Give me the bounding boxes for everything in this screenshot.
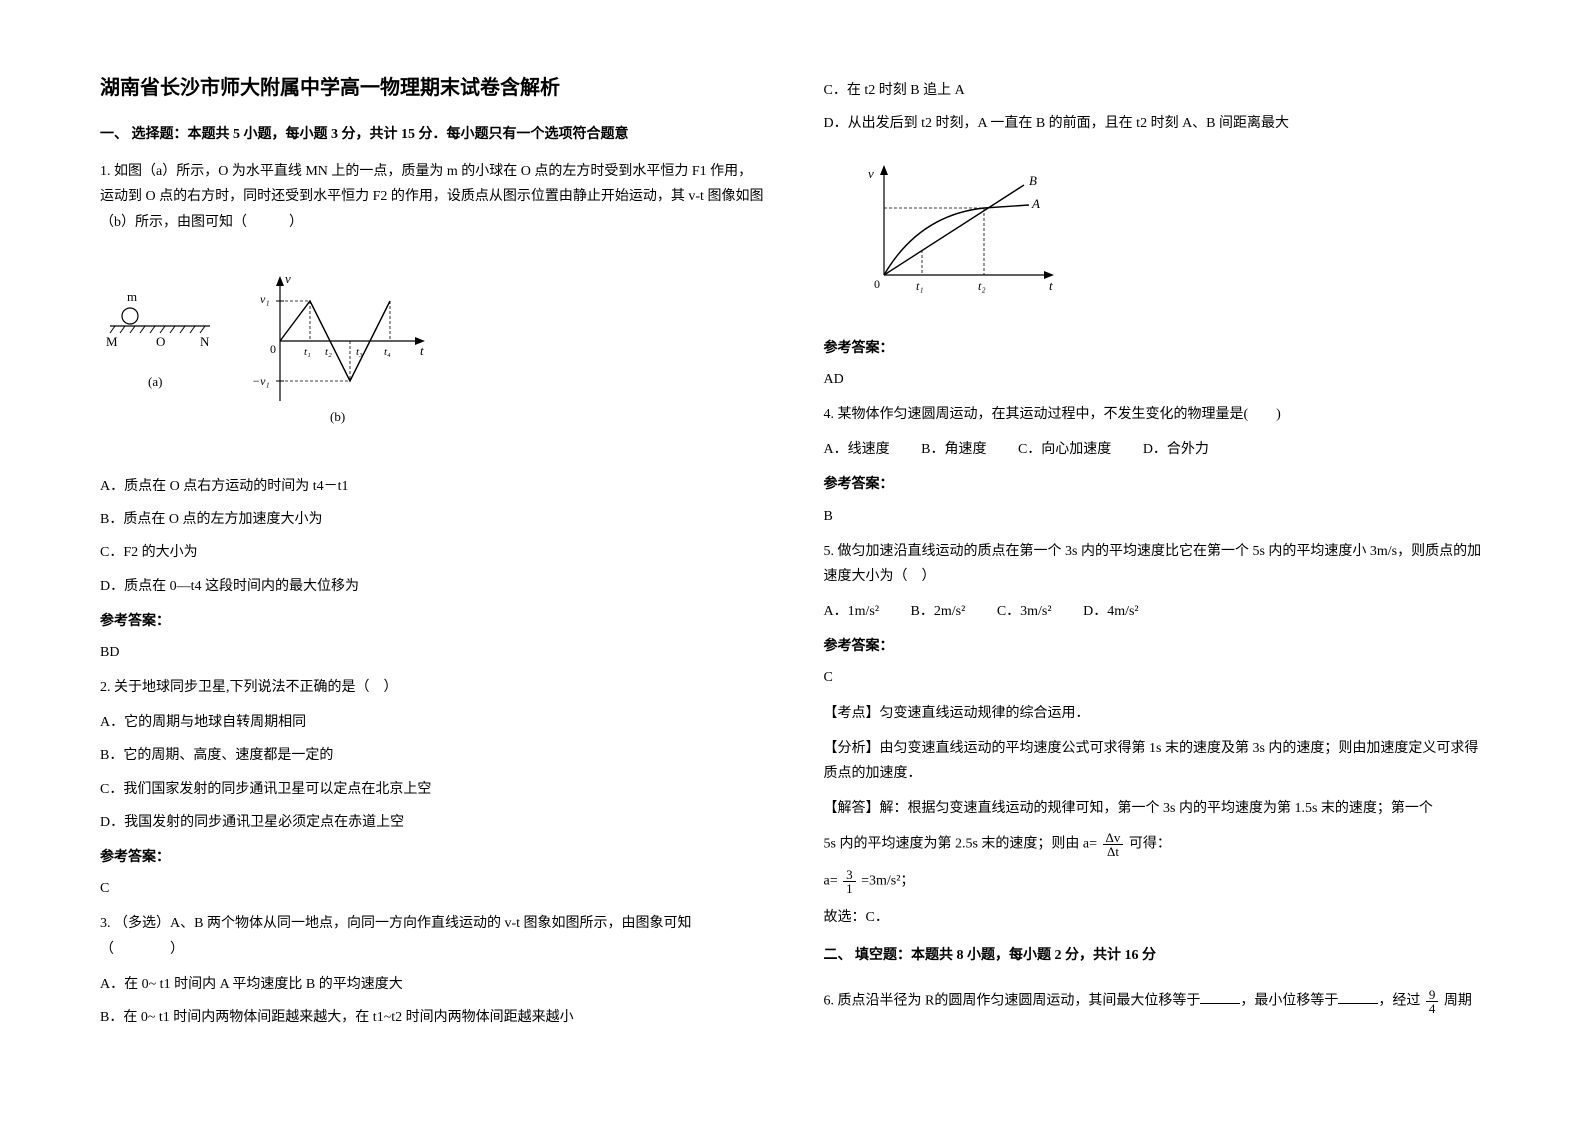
q1-figure: m M O N (a) v t 0 v₁ −v₁: [100, 261, 440, 450]
q6-stem-d: 周期: [1444, 993, 1472, 1008]
q5-stem: 5. 做匀加速沿直线运动的质点在第一个 3s 内的平均速度比它在第一个 5s 内…: [824, 539, 1488, 589]
q4-stem: 4. 某物体作匀速圆周运动，在其运动过程中，不发生变化的物理量是( ): [824, 402, 1488, 427]
q6-stem: 6. 质点沿半径为 R的圆周作匀速圆周运动，其间最大位移等于 ，最小位移等于 ，经过…: [824, 988, 1488, 1015]
q5-point: 【考点】匀变速直线运动规律的综合运用．: [824, 701, 1488, 726]
fig2-B-label: B: [1029, 173, 1037, 188]
q5-optC: C．3m/s²: [997, 604, 1052, 619]
q2-answer: C: [100, 876, 764, 901]
frac-dv-dt: ΔvΔt: [1103, 831, 1124, 858]
q5-solve3a: a=: [824, 874, 842, 889]
q3-figure: v t 0 B A t₁ t₂: [854, 160, 1064, 309]
q5-options: A．1m/s² B．2m/s² C．3m/s² D．4m/s²: [824, 599, 1488, 624]
q5-solve1: 【解答】解：根据匀变速直线运动的规律可知，第一个 3s 内的平均速度为第 1.5…: [824, 796, 1488, 821]
left-column: 湖南省长沙市师大附属中学高一物理期末试卷含解析 一、 选择题：本题共 5 小题，…: [100, 70, 764, 1052]
q1-answer-label: 参考答案：: [100, 609, 764, 634]
q3-optC: C．在 t2 时刻 B 追上 A: [824, 78, 1488, 103]
q2-stem: 2. 关于地球同步卫星,下列说法不正确的是（ ）: [100, 675, 764, 700]
fig1-O-label: O: [156, 334, 165, 349]
q4-answer: B: [824, 504, 1488, 529]
q4-optB: B．角速度: [921, 442, 986, 457]
q2-optB: B．它的周期、高度、速度都是一定的: [100, 743, 764, 768]
q4-optA: A．线速度: [824, 442, 890, 457]
fig1-t-label: t: [420, 343, 424, 358]
q6-stem-b: ，最小位移等于: [1240, 993, 1338, 1008]
fig1-zero: 0: [270, 342, 276, 356]
q4-optD: D．合外力: [1143, 442, 1209, 457]
fig1-m-label: m: [127, 289, 137, 304]
q5-optB: B．2m/s²: [911, 604, 966, 619]
q5-optD: D．4m/s²: [1083, 604, 1139, 619]
page-title: 湖南省长沙市师大附属中学高一物理期末试卷含解析: [100, 70, 764, 106]
q5-optA: A．1m/s²: [824, 604, 880, 619]
section1-header: 一、 选择题：本题共 5 小题，每小题 3 分，共计 15 分．每小题只有一个选…: [100, 122, 764, 147]
q1-stem: 1. 如图（a）所示，O 为水平直线 MN 上的一点，质量为 m 的小球在 O …: [100, 159, 764, 235]
q6-stem-a: 6. 质点沿半径为 R的圆周作匀速圆周运动，其间最大位移等于: [824, 993, 1201, 1008]
fig2-t2: t₂: [978, 279, 986, 293]
q1-optC: C．F2 的大小为: [100, 540, 764, 565]
q5-solve3: a= 31 =3m/s²；: [824, 868, 1488, 895]
fig2-v-label: v: [868, 166, 874, 181]
q6-stem-c: ，经过: [1378, 993, 1424, 1008]
fig1-b-label: (b): [330, 409, 345, 424]
q5-solve4: 故选：C．: [824, 905, 1488, 930]
q1-answer: BD: [100, 640, 764, 665]
fig1-nv1-label: −v₁: [252, 374, 270, 388]
frac-3-1: 31: [843, 868, 856, 895]
fig1-t3: t₃: [356, 346, 363, 358]
q5-answer: C: [824, 665, 1488, 690]
fig1-N-label: N: [200, 334, 210, 349]
q3-optA: A．在 0~ t1 时间内 A 平均速度比 B 的平均速度大: [100, 972, 764, 997]
right-column: C．在 t2 时刻 B 追上 A D．从出发后到 t2 时刻，A 一直在 B 的…: [824, 70, 1488, 1052]
fig1-a-label: (a): [148, 374, 162, 389]
q6-blank1: [1200, 990, 1240, 1004]
section2-header: 二、 填空题：本题共 8 小题，每小题 2 分，共计 16 分: [824, 943, 1488, 968]
q2-optD: D．我国发射的同步通讯卫星必须定点在赤道上空: [100, 810, 764, 835]
fig1-M-label: M: [106, 334, 118, 349]
q4-options: A．线速度 B．角速度 C．向心加速度 D．合外力: [824, 437, 1488, 462]
q5-analysis: 【分析】由匀变速直线运动的平均速度公式可求得第 1s 末的速度及第 3s 内的速…: [824, 736, 1488, 786]
q5-solve2b: 可得：: [1129, 837, 1171, 852]
q3-optB: B．在 0~ t1 时间内两物体间距越来越大，在 t1~t2 时间内两物体间距越…: [100, 1005, 764, 1030]
q2-optC: C．我们国家发射的同步通讯卫星可以定点在北京上空: [100, 777, 764, 802]
q5-solve2: 5s 内的平均速度为第 2.5s 末的速度；则由 a= ΔvΔt 可得：: [824, 831, 1488, 858]
fig2-t-label: t: [1049, 278, 1053, 293]
q5-answer-label: 参考答案：: [824, 634, 1488, 659]
fig2-t1: t₁: [916, 279, 924, 293]
q5-solve2a: 5s 内的平均速度为第 2.5s 末的速度；则由 a=: [824, 837, 1098, 852]
q6-blank2: [1338, 990, 1378, 1004]
q1-optA: A．质点在 O 点右方运动的时间为 t4－t1: [100, 474, 764, 499]
fig1-v1-label: v₁: [260, 292, 270, 306]
fig2-zero: 0: [874, 277, 880, 291]
q1-optB: B．质点在 O 点的左方加速度大小为: [100, 507, 764, 532]
frac-9-4: 94: [1426, 988, 1439, 1015]
q5-solve3b: =3m/s²；: [861, 874, 914, 889]
q4-optC: C．向心加速度: [1018, 442, 1111, 457]
q2-answer-label: 参考答案：: [100, 845, 764, 870]
q3-stem: 3. （多选）A、B 两个物体从同一地点，向同一方向作直线运动的 v-t 图象如…: [100, 911, 764, 961]
fig2-A-label: A: [1031, 196, 1040, 211]
fig1-t4: t₄: [384, 346, 391, 358]
q4-answer-label: 参考答案：: [824, 472, 1488, 497]
q1-optD: D．质点在 0—t4 这段时间内的最大位移为: [100, 574, 764, 599]
fig1-t1: t₁: [304, 346, 311, 358]
q3-answer-label: 参考答案：: [824, 336, 1488, 361]
fig1-t2: t₂: [325, 346, 332, 358]
q3-answer: AD: [824, 367, 1488, 392]
q3-optD: D．从出发后到 t2 时刻，A 一直在 B 的前面，且在 t2 时刻 A、B 间…: [824, 111, 1488, 136]
fig1-v-label: v: [285, 271, 291, 286]
q2-optA: A．它的周期与地球自转周期相同: [100, 710, 764, 735]
